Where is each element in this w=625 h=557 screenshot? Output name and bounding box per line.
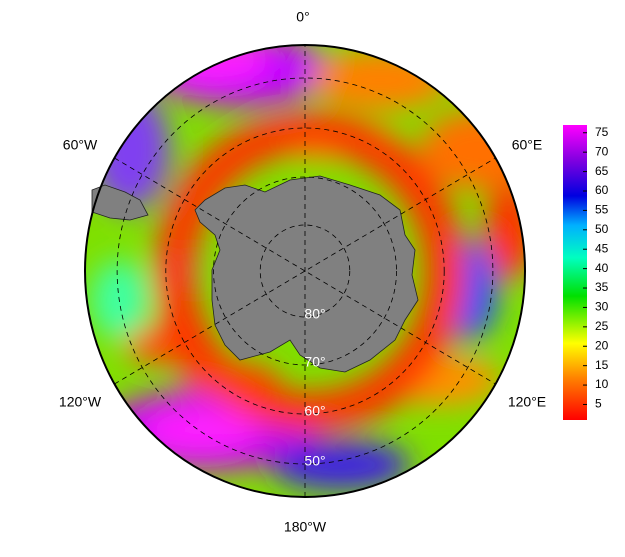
meridian-label: 180°W [284, 519, 327, 535]
parallel-label: 80° [304, 306, 325, 322]
map-border [84, 44, 526, 498]
parallel-circle [259, 224, 351, 318]
meridian-label: 120°W [59, 394, 102, 410]
parallel-label: 60° [304, 403, 325, 419]
meridian-line [114, 157, 496, 385]
south-america-tip [91, 184, 149, 221]
colorbar-tick-label: 50 [595, 222, 609, 236]
colorbar-tick-label: 10 [595, 377, 609, 391]
colorbar-tick-label: 15 [595, 358, 609, 372]
meridian-label: 0° [296, 9, 309, 25]
colorbar-tick-label: 35 [595, 280, 609, 294]
colorbar [563, 125, 587, 420]
colorbar-tick-label: 70 [595, 144, 609, 158]
parallel-circle [213, 176, 397, 366]
meridian-label: 120°E [508, 394, 546, 410]
meridian-label: 60°W [63, 137, 98, 153]
colorbar-tick-label: 45 [595, 241, 609, 255]
meridian-label: 60°E [512, 137, 543, 153]
colorbar-tick-label: 55 [595, 203, 609, 217]
colorbar-tick-label: 65 [595, 164, 609, 178]
colorbar-tick-label: 20 [595, 338, 609, 352]
colorbar-tick-label: 30 [595, 300, 609, 314]
antarctica [194, 175, 419, 373]
parallel-circle [165, 127, 445, 415]
parallel-label: 70° [304, 354, 325, 370]
colorbar-tick-label: 5 [595, 397, 602, 411]
colorbar-tick-label: 25 [595, 319, 609, 333]
parallel-circle [116, 77, 494, 465]
colorbar-tick-label: 60 [595, 183, 609, 197]
colorbar-tick-label: 75 [595, 125, 609, 139]
parallel-label: 50° [304, 453, 325, 469]
meridian-line [114, 157, 496, 385]
graticule [114, 45, 496, 497]
colorbar-tick-label: 40 [595, 261, 609, 275]
